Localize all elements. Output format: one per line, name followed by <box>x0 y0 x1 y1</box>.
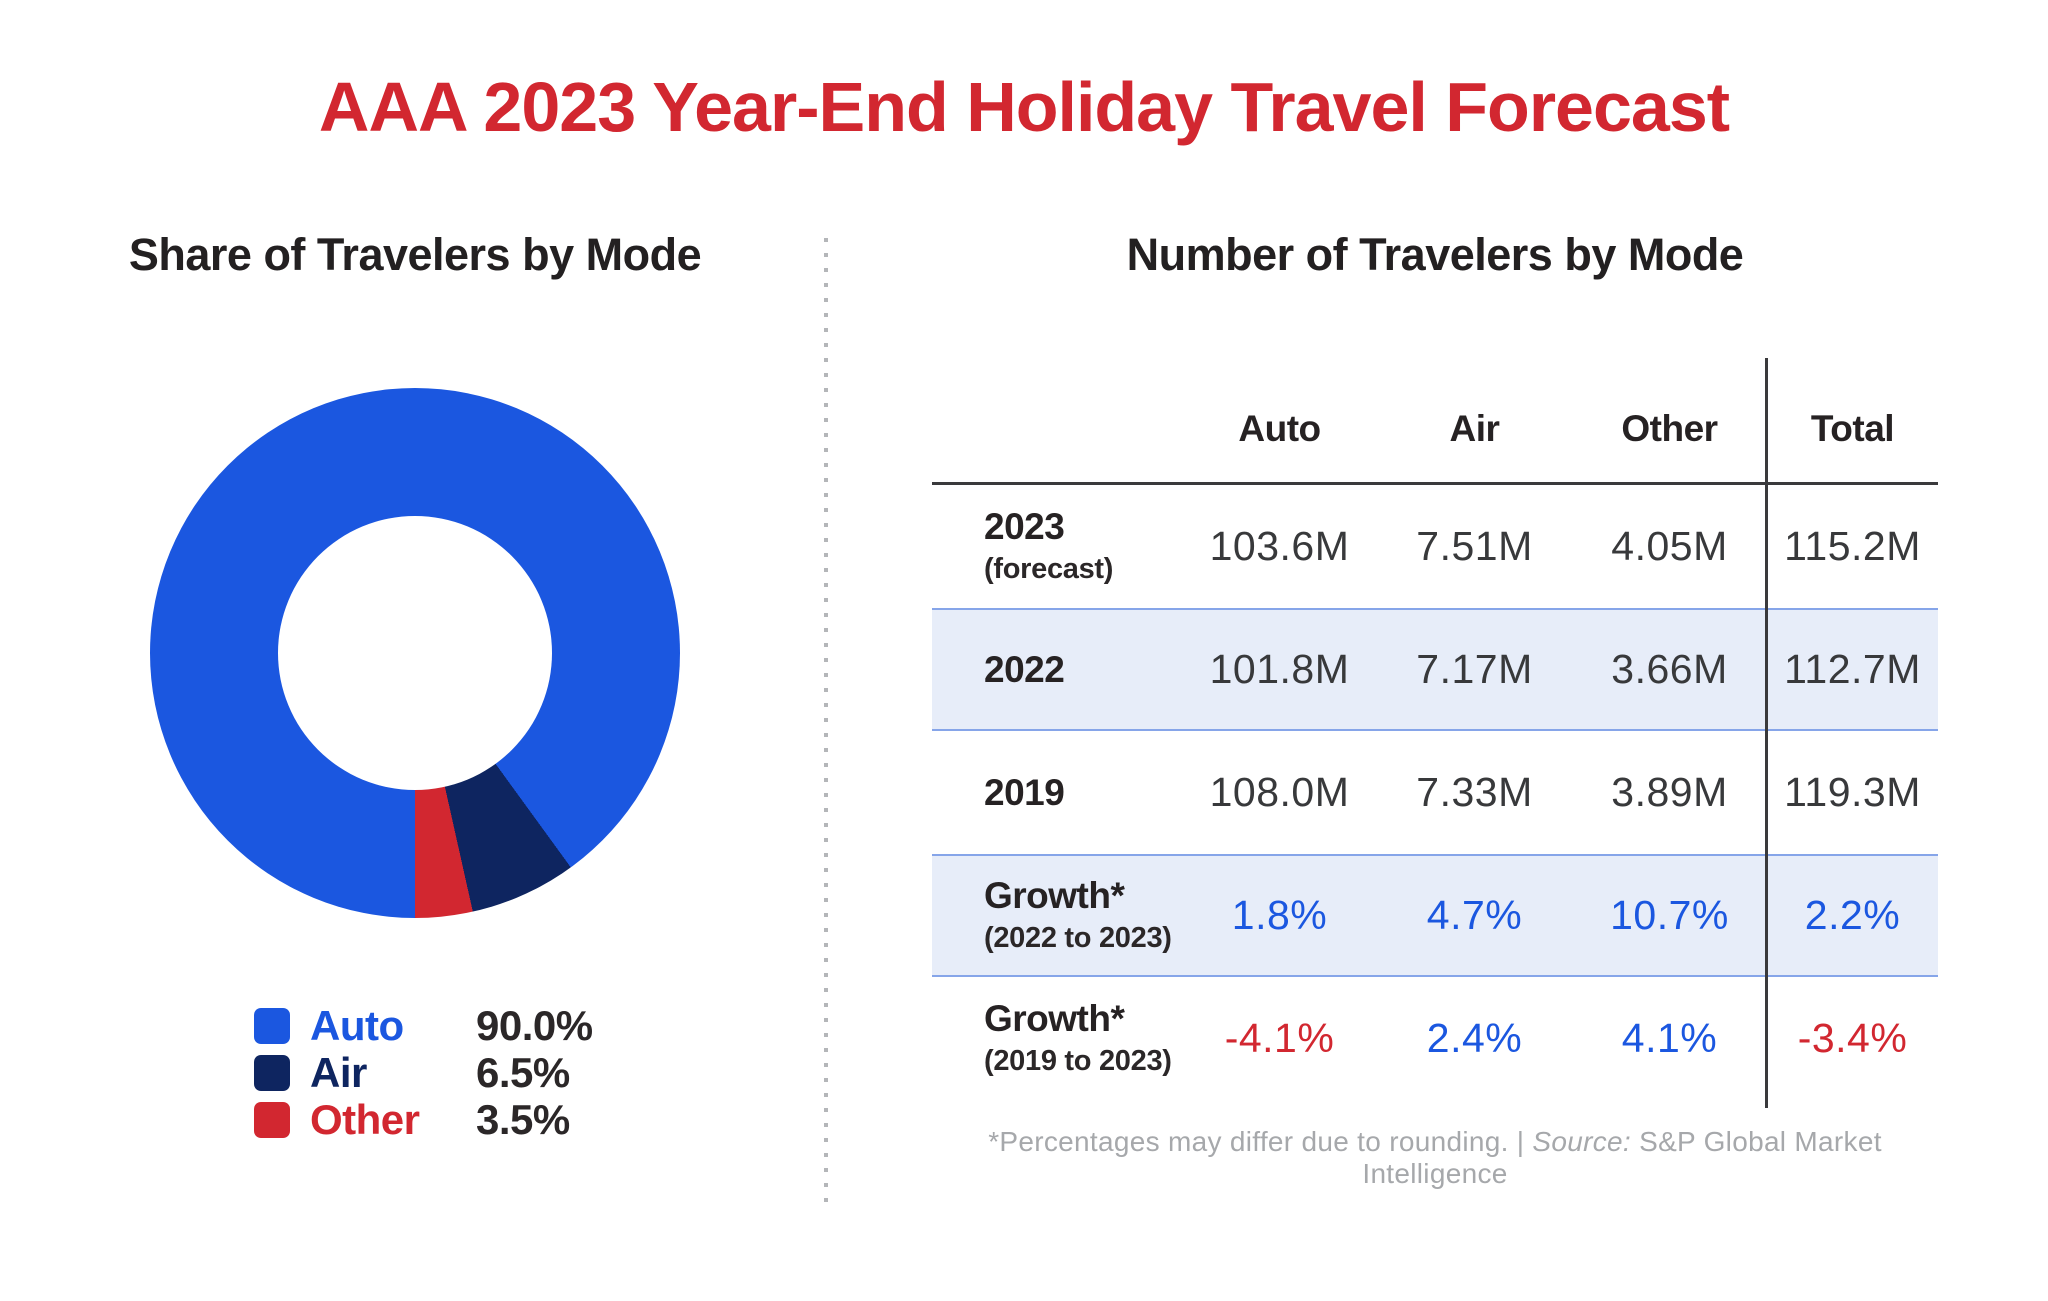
dotted-divider <box>824 238 828 1203</box>
chart-legend: Auto 90.0% Air 6.5% Other 3.5% <box>254 1002 593 1143</box>
legend-label-other: Other <box>310 1095 420 1143</box>
cell-2019-air: 7.33M <box>1416 769 1533 815</box>
table-header-row: Auto Air Other Total <box>932 375 1938 485</box>
row-label-cell: 2023 (forecast) <box>932 507 1182 585</box>
cell-2022-other: 3.66M <box>1611 646 1728 692</box>
legend-row-air: Air 6.5% <box>254 1049 593 1096</box>
row-label: 2022 <box>984 648 1065 690</box>
page-title: AAA 2023 Year-End Holiday Travel Forecas… <box>318 68 1730 146</box>
row-label-cell: Growth* (2019 to 2023) <box>932 999 1182 1077</box>
cell-growth1-total: 2.2% <box>1804 892 1901 938</box>
donut-hole <box>278 516 552 790</box>
row-label: Growth* <box>984 998 1125 1040</box>
footnote: *Percentages may differ due to rounding.… <box>932 1126 1938 1190</box>
table-row-2022: 2022 101.8M 7.17M 3.66M 112.7M <box>932 608 1938 731</box>
row-sublabel: (2019 to 2023) <box>984 1045 1172 1078</box>
legend-row-other: Other 3.5% <box>254 1096 593 1143</box>
cell-growth2-air: 2.4% <box>1426 1015 1523 1061</box>
legend-value-auto: 90.0% <box>476 1001 593 1049</box>
table-row-growth-2022-2023: Growth* (2022 to 2023) 1.8% 4.7% 10.7% 2… <box>932 854 1938 977</box>
cell-2023-other: 4.05M <box>1611 523 1728 569</box>
legend-label-air: Air <box>310 1048 367 1096</box>
row-label: 2019 <box>984 771 1065 813</box>
donut-chart-title: Share of Travelers by Mode <box>128 229 702 280</box>
cell-2019-other: 3.89M <box>1611 769 1728 815</box>
footnote-source-label: Source: <box>1532 1126 1632 1157</box>
footnote-source-text: S&P Global Market Intelligence <box>1362 1126 1882 1189</box>
legend-value-air: 6.5% <box>476 1048 570 1096</box>
row-sublabel: (2022 to 2023) <box>984 922 1172 955</box>
cell-2019-auto: 108.0M <box>1209 769 1350 815</box>
cell-growth1-other: 10.7% <box>1610 892 1729 938</box>
table-row-growth-2019-2023: Growth* (2019 to 2023) -4.1% 2.4% 4.1% -… <box>932 977 1938 1100</box>
cell-2023-total: 115.2M <box>1784 523 1921 569</box>
cell-2019-total: 119.3M <box>1784 769 1921 815</box>
legend-swatch-other <box>254 1101 290 1138</box>
table-row-2019: 2019 108.0M 7.33M 3.89M 119.3M <box>932 731 1938 854</box>
cell-growth2-total: -3.4% <box>1797 1015 1908 1061</box>
row-sublabel: (forecast) <box>984 553 1114 586</box>
cell-growth2-auto: -4.1% <box>1224 1015 1335 1061</box>
row-label: 2023 <box>984 506 1065 548</box>
travelers-table: Auto Air Other Total 2023 (forecast) 103… <box>932 375 1938 1100</box>
total-column-divider <box>1765 358 1768 1108</box>
cell-2022-total: 112.7M <box>1784 646 1921 692</box>
header-cell-air: Air <box>1449 407 1500 449</box>
row-label-cell: 2022 <box>932 648 1182 690</box>
row-label-cell: 2019 <box>932 771 1182 813</box>
legend-value-other: 3.5% <box>476 1095 570 1143</box>
header-cell-total: Total <box>1810 407 1895 449</box>
table-row-2023: 2023 (forecast) 103.6M 7.51M 4.05M 115.2… <box>932 485 1938 608</box>
cell-2023-air: 7.51M <box>1416 523 1533 569</box>
cell-2023-auto: 103.6M <box>1209 523 1350 569</box>
row-label-cell: Growth* (2022 to 2023) <box>932 876 1182 954</box>
legend-row-auto: Auto 90.0% <box>254 1002 593 1049</box>
cell-growth2-other: 4.1% <box>1621 1015 1718 1061</box>
header-cell-auto: Auto <box>1238 407 1321 449</box>
header-cell-other: Other <box>1621 407 1718 449</box>
cell-growth1-air: 4.7% <box>1426 892 1523 938</box>
legend-label-auto: Auto <box>310 1001 404 1049</box>
row-label: Growth* <box>984 875 1125 917</box>
footnote-note: *Percentages may differ due to rounding.… <box>988 1126 1533 1157</box>
donut-chart <box>150 388 680 918</box>
cell-growth1-auto: 1.8% <box>1231 892 1328 938</box>
legend-swatch-auto <box>254 1007 290 1044</box>
cell-2022-air: 7.17M <box>1416 646 1533 692</box>
legend-swatch-air <box>254 1054 290 1091</box>
cell-2022-auto: 101.8M <box>1209 646 1350 692</box>
table-title: Number of Travelers by Mode <box>1126 229 1744 280</box>
